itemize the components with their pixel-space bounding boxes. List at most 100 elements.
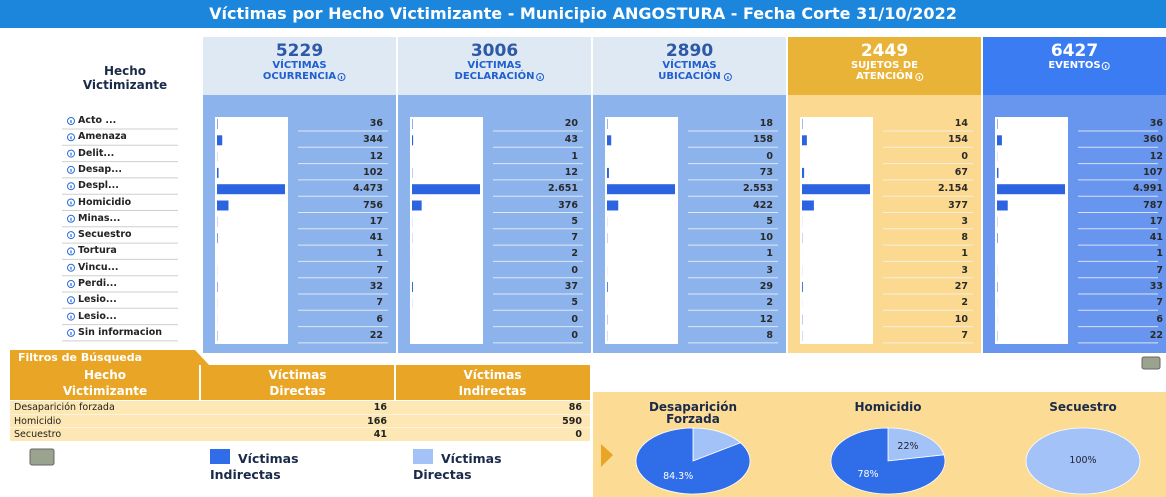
value-label: 422	[753, 199, 773, 211]
pie-title: Secuestro	[1049, 400, 1117, 414]
value-label: 36	[369, 118, 383, 129]
info-icon	[723, 73, 732, 81]
value-label: 32	[369, 281, 383, 292]
legend-swatch	[413, 449, 433, 464]
bar	[997, 233, 998, 244]
value-label: 12	[1149, 150, 1163, 162]
bar	[217, 119, 218, 129]
filter-tab-label: Filtros de Búsqueda	[18, 351, 143, 364]
pie-slice	[692, 427, 742, 462]
bar	[217, 233, 218, 244]
row-label: Homicidio	[78, 196, 132, 208]
value-label: 1	[571, 150, 578, 162]
value-label: 5	[571, 215, 578, 227]
panel-header	[788, 37, 981, 95]
info-icon	[67, 296, 75, 305]
value-label: 3	[766, 264, 773, 276]
value-label: 29	[759, 281, 773, 292]
value-label: 7	[961, 329, 968, 341]
panel-total: 2449	[860, 41, 909, 61]
value-label: 1	[1156, 248, 1163, 260]
bar	[997, 184, 1065, 195]
bar	[412, 282, 413, 292]
bar	[997, 200, 1008, 211]
panel-label: VÍCTIMAS	[272, 60, 327, 71]
panel-label: DECLARACIÓN	[454, 71, 535, 82]
value-label: 8	[766, 329, 773, 341]
value-label: 27	[954, 281, 968, 292]
bar	[607, 167, 609, 178]
pie-title: Homicidio	[854, 400, 922, 414]
info-icon	[536, 73, 545, 81]
value-label: 376	[558, 199, 578, 211]
info-icon	[67, 117, 75, 125]
value-label: 8	[961, 232, 968, 244]
row-label: Delit...	[78, 147, 115, 159]
table-number: 86	[568, 402, 582, 413]
value-label: 377	[948, 199, 968, 211]
row-label: Despl...	[78, 180, 119, 192]
info-icon	[67, 312, 75, 321]
panel-label: EVENTOS	[1048, 60, 1101, 71]
panel-header	[398, 37, 591, 95]
info-icon	[67, 165, 75, 174]
bar	[412, 119, 413, 129]
value-label: 2.154	[937, 183, 968, 195]
panel-total: 3006	[470, 41, 519, 61]
value-label: 6	[1156, 313, 1163, 325]
value-label: 18	[759, 118, 773, 129]
row-label: Amenaza	[78, 131, 127, 143]
value-label: 154	[948, 134, 968, 146]
info-icon	[337, 73, 346, 81]
value-label: 5	[766, 215, 773, 227]
value-label: 4.991	[1132, 183, 1163, 195]
row-label: Desap...	[78, 163, 123, 175]
bar-box	[995, 117, 1068, 344]
bar	[607, 282, 608, 292]
bar	[607, 135, 612, 146]
value-label: 20	[564, 118, 578, 129]
value-label: 7	[376, 264, 383, 276]
bar-box	[605, 117, 678, 344]
value-label: 33	[1149, 281, 1163, 292]
value-label: 4.473	[352, 183, 383, 195]
value-label: 1	[961, 248, 968, 260]
bar	[412, 200, 422, 211]
table-row-label: Homicidio	[14, 415, 62, 427]
panel-label: ATENCIÓN	[856, 71, 913, 82]
row-label: Vincu...	[78, 261, 119, 273]
pie-title: Desaparición Forzada	[648, 400, 738, 426]
panel-total: 5229	[275, 41, 324, 61]
value-label: 360	[1143, 134, 1163, 146]
legend-swatch	[210, 449, 230, 464]
row-label: Perdi...	[78, 278, 117, 289]
panel-label: UBICACIÓN	[658, 71, 721, 82]
bar-box	[215, 117, 288, 344]
table-header	[10, 365, 590, 400]
value-label: 7	[1156, 297, 1163, 309]
value-label: 17	[1149, 215, 1163, 227]
pie-arrow	[601, 444, 613, 467]
table-row-label: Secuestro	[14, 429, 62, 440]
pie-label: 22%	[897, 441, 919, 452]
value-label: 2	[571, 248, 578, 260]
info-icon	[67, 149, 75, 158]
table-header-cell: Víctimas Directas	[268, 368, 327, 398]
info-icon	[67, 263, 75, 272]
export-icon	[1141, 356, 1161, 370]
table-row	[10, 414, 590, 428]
table-number: 0	[575, 429, 582, 440]
value-label: 0	[571, 264, 578, 276]
info-icon	[67, 133, 75, 142]
panel-label: SUJETOS DE	[850, 60, 918, 71]
info-icon	[67, 214, 75, 223]
table-number: 41	[373, 429, 387, 440]
panel-total: 6427	[1050, 41, 1099, 61]
value-label: 43	[564, 134, 578, 146]
bar	[412, 184, 480, 195]
value-label: 41	[1149, 232, 1163, 244]
bar	[997, 167, 999, 178]
value-label: 0	[571, 329, 578, 341]
table-row-label: Desaparición forzada	[14, 402, 115, 413]
